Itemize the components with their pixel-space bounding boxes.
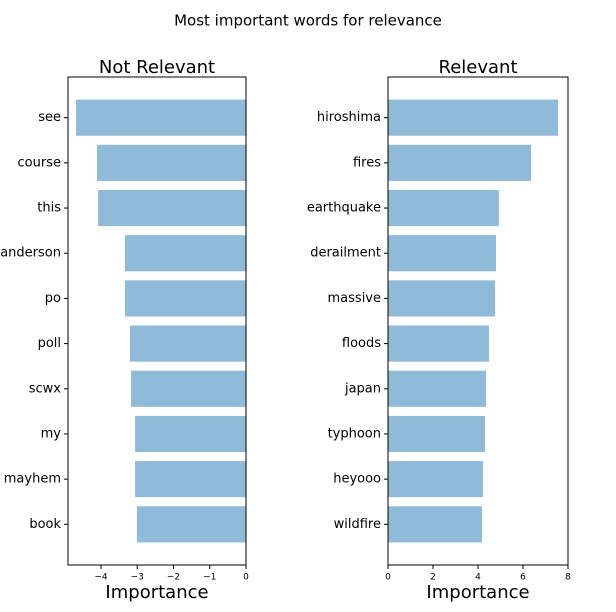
bar: [388, 370, 487, 407]
bar: [388, 461, 483, 498]
y-tick-label: poll: [38, 336, 61, 351]
y-tick-label: massive: [328, 291, 381, 306]
y-tick-label: heyooo: [333, 472, 381, 487]
bar: [135, 461, 246, 498]
y-tick-label: this: [37, 201, 61, 216]
x-tick-label: 6: [520, 573, 526, 583]
bar: [388, 506, 483, 543]
x-tick-label: −2: [167, 573, 180, 583]
x-tick-label: −1: [203, 573, 216, 583]
bar: [98, 189, 246, 227]
bar: [388, 99, 559, 136]
y-tick-label: po: [45, 291, 61, 306]
y-tick-label: floods: [342, 336, 381, 351]
bar: [131, 370, 246, 407]
y-tick-label: typhoon: [328, 426, 381, 441]
y-tick-label: mayhem: [4, 472, 61, 487]
bar: [388, 415, 485, 453]
axes-title: Relevant: [439, 57, 518, 78]
y-tick-label: wildfire: [334, 517, 381, 532]
y-tick-label: fires: [353, 155, 381, 170]
bar: [124, 280, 246, 317]
bar: [388, 325, 490, 362]
bar: [388, 144, 532, 181]
x-tick-label: 0: [385, 573, 391, 583]
x-tick-label: 4: [475, 573, 481, 583]
axes-frame: [67, 76, 247, 566]
y-tick-label: book: [29, 517, 61, 532]
x-tick-label: 0: [243, 573, 249, 583]
x-tick-label: −4: [94, 573, 108, 583]
bar: [388, 235, 496, 272]
bar: [124, 235, 246, 272]
y-tick-label: earthquake: [307, 201, 381, 216]
x-axis-label: Importance: [426, 582, 529, 603]
y-tick-label: see: [38, 110, 61, 125]
y-tick-label: hiroshima: [317, 110, 381, 125]
bar: [388, 280, 496, 317]
y-tick-label: scwx: [29, 381, 62, 396]
y-tick-label: anderson: [0, 246, 61, 261]
y-tick-label: course: [18, 155, 61, 170]
figure-title: Most important words for relevance: [174, 12, 442, 30]
y-tick-label: derailment: [310, 246, 381, 261]
y-tick-label: my: [41, 426, 62, 441]
axes-title: Not Relevant: [99, 57, 215, 78]
x-tick-label: 2: [430, 573, 436, 583]
x-tick-label: −3: [131, 573, 144, 583]
bar: [75, 99, 247, 136]
y-tick-label: japan: [344, 381, 381, 396]
x-axis-label: Importance: [105, 582, 208, 603]
x-tick-label: 8: [565, 573, 571, 583]
bar: [136, 506, 246, 543]
bar: [388, 189, 499, 227]
bar: [97, 144, 246, 181]
bar: [135, 415, 246, 453]
bar: [129, 325, 246, 362]
